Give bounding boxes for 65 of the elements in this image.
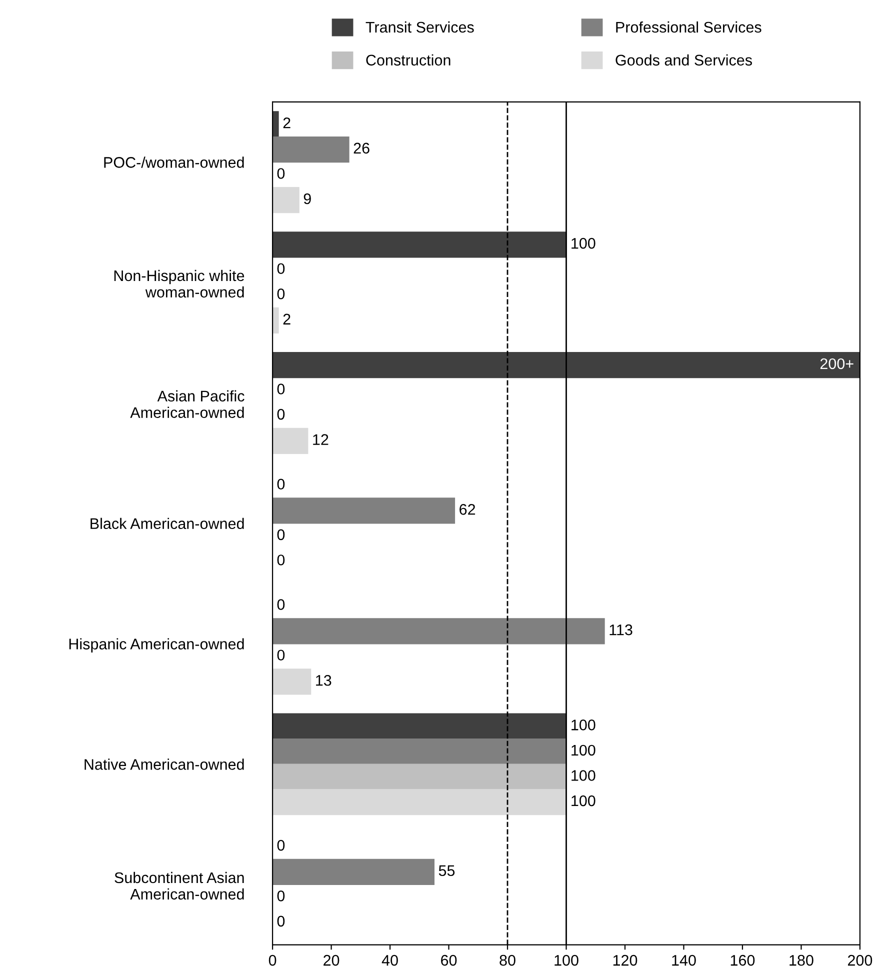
bar [272,764,567,790]
legend-label: Professional Services [616,21,762,33]
data-label: 0 [277,288,285,300]
data-label: 0 [277,478,285,490]
data-label: 2 [283,118,290,128]
data-label: 100 [572,744,596,756]
bar [272,668,312,695]
bar [272,428,308,454]
y-tick-label: Black American-owned [90,518,244,530]
bar [272,307,279,334]
data-label: 0 [277,529,285,540]
data-label: 200+ [820,358,854,370]
x-tick-label: 140 [672,954,696,966]
bar [272,187,300,214]
x-tick-label: 80 [500,954,516,966]
x-tick-label: 180 [790,954,814,966]
data-label: 9 [304,193,311,204]
x-tick-label: 200 [848,954,872,966]
data-label: 0 [277,840,285,851]
data-label: 0 [277,408,285,420]
data-label: 100 [572,795,596,806]
y-tick-label: Asian Pacific American-owned [130,390,244,418]
bar [272,352,860,378]
data-label: 113 [610,624,632,636]
legend-label: Construction [366,54,450,66]
legend-label: Transit Services [366,21,474,33]
data-label: 0 [277,650,285,661]
y-tick-label: Subcontinent Asian American-owned [114,872,244,900]
data-label: 100 [572,770,596,781]
data-label: 12 [313,434,328,445]
bar [272,789,567,816]
data-label: 0 [277,916,285,927]
data-label: 55 [438,865,455,876]
y-tick-label: POC-/woman-owned [104,156,244,168]
x-tick-label: 60 [441,954,457,966]
bar [272,858,434,885]
data-label: 62 [460,504,476,515]
x-tick-label: 160 [730,954,755,966]
data-label: 0 [277,554,285,566]
data-label: 0 [277,263,285,274]
bar [272,136,350,163]
data-label: 0 [277,599,285,610]
bar [272,738,567,765]
x-tick-label: 20 [324,954,340,966]
data-label: 13 [316,674,332,686]
bar [272,111,279,138]
data-label: 100 [572,720,596,730]
bar [272,232,567,258]
bar [272,618,605,644]
data-label: 0 [277,384,285,394]
data-label: 26 [354,142,370,154]
x-tick-label: 0 [268,954,276,966]
y-tick-label: Non-Hispanic white woman-owned [114,270,244,298]
x-tick-label: 120 [613,954,638,966]
legend-label: Goods and Services [616,54,752,66]
bar [272,713,567,740]
x-tick-label: 100 [554,954,578,966]
y-tick-label: Native American-owned [84,758,244,770]
data-label: 0 [277,890,285,902]
data-label: 0 [277,168,285,179]
y-tick-label: Hispanic American-owned [69,638,244,652]
bar [272,498,456,524]
data-label: 2 [283,314,290,324]
data-label: 100 [572,238,596,249]
x-tick-label: 40 [382,954,398,966]
